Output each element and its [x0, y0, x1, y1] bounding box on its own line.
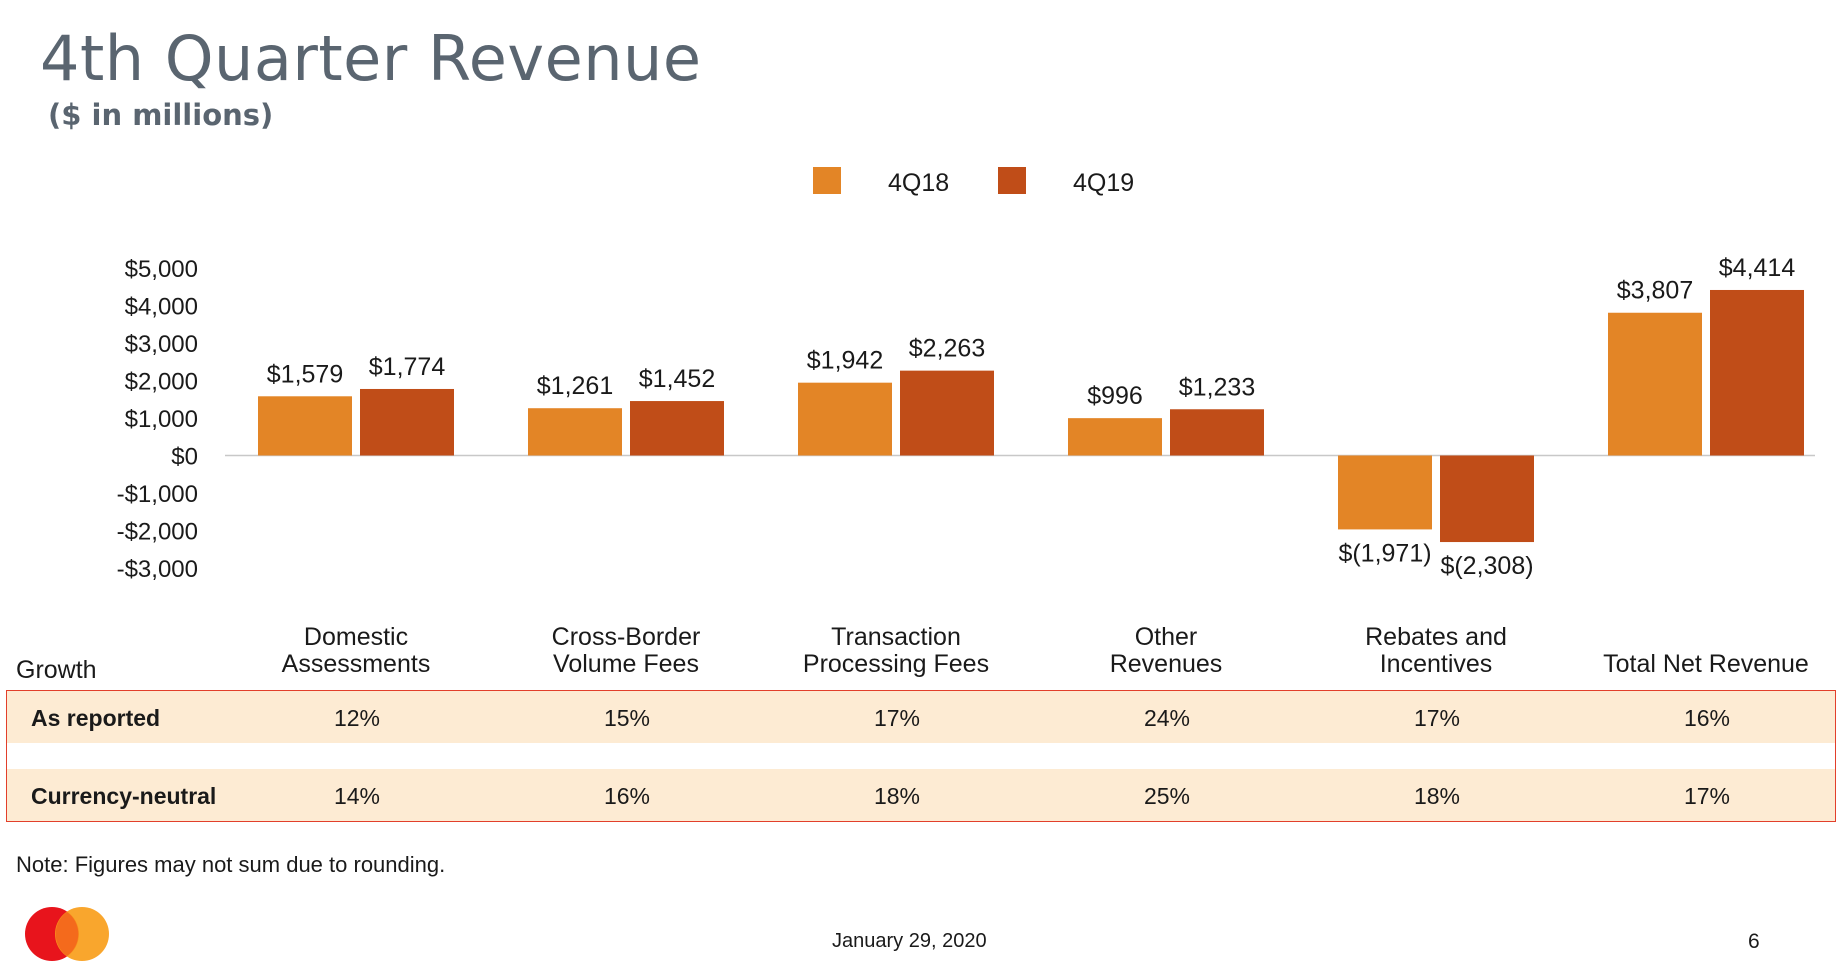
data-label-4q18: $996 — [1087, 382, 1143, 410]
bar-4q18 — [1068, 418, 1162, 456]
growth-cell: 18% — [1413, 783, 1461, 809]
legend-label-4q18: 4Q18 — [888, 169, 949, 197]
growth-cell: 24% — [1143, 705, 1191, 731]
category-label-cross-border-volume-fees: Cross-Border Volume Fees — [551, 623, 701, 678]
category-label-domestic-assessments: Domestic Assessments — [281, 623, 431, 678]
data-label-4q19: $2,263 — [909, 335, 985, 363]
bar-4q19 — [900, 370, 994, 456]
footer-date: January 29, 2020 — [832, 930, 987, 952]
growth-table: As reported 12% 15% 17% 24% 17% 16% Curr… — [6, 690, 1836, 822]
data-label-4q19: $1,452 — [639, 365, 715, 393]
data-label-4q19: $(2,308) — [1440, 552, 1533, 580]
y-tick-label: -$1,000 — [117, 481, 198, 508]
y-tick-label: -$3,000 — [117, 556, 198, 583]
bar-4q18 — [1338, 455, 1432, 530]
growth-row-label: As reported — [31, 705, 161, 731]
bar-4q19 — [1710, 289, 1804, 456]
growth-table-header: Growth Domestic Assessments Cross-Border… — [0, 624, 1844, 686]
growth-cell: 12% — [333, 705, 381, 731]
footnote: Note: Figures may not sum due to roundin… — [16, 852, 446, 877]
bar-4q19 — [630, 401, 724, 456]
legend-swatch-4q19 — [998, 167, 1026, 194]
y-tick-label: $3,000 — [125, 331, 198, 358]
growth-cell: 17% — [1413, 705, 1461, 731]
growth-row-as-reported: As reported 12% 15% 17% 24% 17% 16% — [7, 691, 1835, 743]
page-subtitle: ($ in millions) — [48, 98, 274, 132]
y-tick-label: $4,000 — [125, 294, 198, 321]
y-tick-label: -$2,000 — [117, 519, 198, 546]
page-title: 4th Quarter Revenue — [40, 22, 702, 95]
growth-cell: 16% — [603, 783, 651, 809]
legend-label-4q19: 4Q19 — [1073, 169, 1134, 197]
data-label-4q18: $1,579 — [267, 360, 343, 388]
revenue-bar-chart: 4Q18 4Q19 $5,000$4,000$3,000$2,000$1,000$… — [117, 167, 1815, 583]
bar-4q18 — [528, 408, 622, 456]
legend-swatch-4q18 — [813, 167, 841, 194]
growth-cell: 17% — [873, 705, 921, 731]
y-axis: $5,000 $4,000 $3,000 $2,000 $1,000 $0 -$1,000 -… — [117, 256, 198, 583]
category-label-transaction-processing-fees: Transaction Processing Fees — [802, 623, 990, 678]
data-label-4q18: $1,261 — [537, 372, 613, 400]
growth-row-label: Currency-neutral — [31, 783, 217, 809]
growth-cell: 16% — [1683, 705, 1731, 731]
bar-4q18 — [1608, 312, 1702, 456]
y-tick-label: $5,000 — [125, 256, 198, 283]
category-label-other-revenues: Other Revenues — [1109, 623, 1223, 678]
data-label-4q19: $4,414 — [1719, 254, 1796, 282]
growth-cell: 14% — [333, 783, 381, 809]
chart-legend: 4Q18 4Q19 — [813, 167, 1134, 197]
y-tick-label: $0 — [171, 444, 198, 471]
mastercard-logo-icon — [25, 907, 109, 961]
data-label-4q19: $1,233 — [1179, 373, 1255, 401]
data-label-4q19: $1,774 — [369, 353, 446, 381]
y-tick-label: $1,000 — [125, 406, 198, 433]
data-label-4q18: $3,807 — [1617, 277, 1693, 305]
growth-cell: 18% — [873, 783, 921, 809]
growth-header-label: Growth — [16, 656, 97, 684]
bar-group — [258, 289, 1804, 543]
page-number: 6 — [1748, 930, 1760, 953]
data-label-group: $1,579 $1,774 $1,261 $1,452 $1,942 $2,263 $996… — [267, 254, 1796, 580]
growth-cell: 17% — [1683, 783, 1731, 809]
category-label-total-net-revenue: Total Net Revenue — [1603, 650, 1809, 678]
data-label-4q18: $1,942 — [807, 347, 883, 375]
data-label-4q18: $(1,971) — [1338, 539, 1431, 567]
growth-row-currency-neutral: Currency-neutral 14% 16% 18% 25% 18% 17% — [7, 769, 1835, 821]
bar-4q19 — [360, 388, 454, 456]
y-tick-label: $2,000 — [125, 369, 198, 396]
bar-4q18 — [798, 382, 892, 456]
growth-cell: 15% — [603, 705, 651, 731]
bar-4q19 — [1440, 455, 1534, 543]
category-label-rebates-and-incentives: Rebates and Incentives — [1365, 623, 1507, 678]
growth-cell: 25% — [1143, 783, 1191, 809]
bar-4q18 — [258, 396, 352, 456]
bar-4q19 — [1170, 409, 1264, 456]
